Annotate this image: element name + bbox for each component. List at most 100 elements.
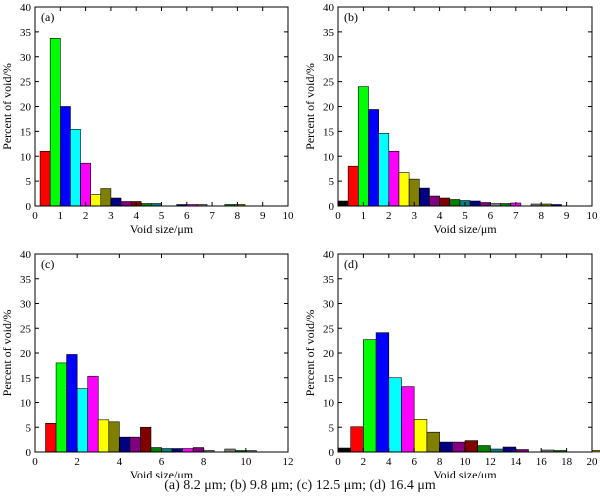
x-tick-label-a-8: 8 [235, 210, 241, 222]
y-tick-label-a-0: 0 [26, 201, 32, 213]
panel-d: 0 5 10 15 20 25 30 35 40 0 2 4 6 8 10 12 14 16 18 20 (d) Void… [303, 249, 600, 478]
y-tick-label-c-15: 15 [20, 373, 32, 385]
bar-c-2 [66, 354, 78, 453]
y-axis-label-d: Percent of void/% [303, 310, 317, 397]
bar-b-3 [368, 109, 379, 207]
y-tick-label-b-20: 20 [323, 102, 335, 114]
bar-d-10 [464, 440, 478, 453]
panel-label-d: (d) [344, 257, 358, 271]
y-tick-label-c-40: 40 [20, 249, 32, 261]
y-tick-label-a-25: 25 [20, 77, 32, 89]
bar-b-5 [388, 150, 400, 207]
panel-b: 0 5 10 15 20 25 30 35 40 0 1 2 3 4 5 6 7 8 9 10 (b) Void size… [303, 2, 598, 236]
y-tick-label-d-0: 0 [329, 447, 335, 459]
x-tick-label-b-10: 10 [587, 210, 599, 222]
bar-a-5 [90, 194, 102, 207]
bar-c-6 [108, 421, 120, 453]
bar-d-4 [388, 377, 402, 453]
bar-c-9 [140, 426, 152, 453]
y-tick-label-a-30: 30 [20, 52, 32, 64]
bar-d-5 [401, 386, 415, 453]
bar-a-0 [39, 150, 51, 207]
panel-c: 0 5 10 15 20 25 30 35 40 0 2 4 6 8 10 12 (c) Void size/μm… [0, 249, 294, 478]
y-tick-label-c-20: 20 [20, 348, 32, 360]
x-tick-label-b-8: 8 [538, 210, 544, 222]
x-tick-label-a-9: 9 [260, 210, 266, 222]
bar-b-8 [418, 187, 430, 207]
x-tick-label-c-2: 2 [74, 456, 80, 468]
x-tick-label-a-7: 7 [209, 210, 215, 222]
y-tick-label-b-15: 15 [323, 126, 335, 138]
x-tick-label-d-4: 4 [386, 456, 392, 468]
y-tick-label-c-0: 0 [26, 447, 32, 459]
y-tick-label-c-5: 5 [26, 422, 32, 434]
x-tick-label-b-2: 2 [386, 210, 392, 222]
y-axis-label-a: Percent of void/% [0, 63, 14, 150]
x-tick-label-c-6: 6 [159, 456, 165, 468]
x-tick-label-d-12: 12 [485, 456, 496, 468]
bar-c-10 [150, 447, 162, 453]
bar-d-6 [413, 419, 428, 453]
y-tick-label-b-30: 30 [323, 52, 335, 64]
panel-label-a: (a) [41, 10, 54, 24]
y-tick-label-c-30: 30 [20, 299, 32, 311]
y-tick-label-c-10: 10 [20, 398, 32, 410]
x-tick-label-a-0: 0 [32, 210, 38, 222]
y-tick-label-c-35: 35 [20, 274, 32, 286]
x-tick-label-b-0: 0 [335, 210, 341, 222]
x-tick-label-d-2: 2 [361, 456, 367, 468]
x-tick-label-d-6: 6 [411, 456, 417, 468]
bar-c-4 [87, 375, 99, 453]
x-axis-label-a: Void size/μm [130, 222, 194, 236]
bar-c-12 [171, 448, 183, 453]
x-tick-label-a-4: 4 [133, 210, 139, 222]
bar-a-2 [59, 106, 71, 207]
y-tick-label-b-35: 35 [323, 27, 335, 39]
panel-a: 0 5 10 15 20 25 30 35 40 0 1 2 3 4 5 6 7 8 9 10 (a) Void size… [0, 2, 294, 236]
y-tick-label-a-20: 20 [20, 102, 32, 114]
x-tick-label-a-10: 10 [283, 210, 295, 222]
x-tick-label-a-1: 1 [58, 210, 64, 222]
bar-b-7 [408, 178, 420, 207]
bar-a-1 [49, 38, 61, 207]
x-tick-label-d-8: 8 [437, 456, 443, 468]
y-tick-label-a-40: 40 [20, 2, 32, 14]
x-tick-label-b-5: 5 [462, 210, 468, 222]
x-tick-label-d-18: 18 [561, 456, 573, 468]
x-tick-label-a-6: 6 [184, 210, 190, 222]
y-tick-label-d-15: 15 [323, 373, 335, 385]
x-tick-label-c-10: 10 [240, 456, 252, 468]
y-tick-label-b-0: 0 [329, 201, 335, 213]
bar-c-1 [55, 362, 67, 453]
y-tick-label-b-10: 10 [323, 151, 335, 163]
bar-c-11 [161, 448, 173, 453]
bar-a-7 [110, 197, 122, 207]
bar-c-3 [76, 388, 89, 453]
bar-b-2 [358, 86, 369, 207]
bar-d-9 [451, 441, 466, 453]
y-tick-label-a-10: 10 [20, 151, 32, 163]
y-tick-label-d-40: 40 [323, 249, 335, 261]
figure-caption: (a) 8.2 μm; (b) 9.8 μm; (c) 12.5 μm; (d)… [164, 478, 436, 493]
x-tick-label-a-5: 5 [159, 210, 165, 222]
y-axis-label-b: Percent of void/% [303, 63, 317, 150]
bar-b-0 [337, 200, 349, 207]
y-tick-label-d-35: 35 [323, 274, 335, 286]
bar-d-2 [363, 339, 377, 453]
bar-c-13 [182, 448, 194, 453]
y-tick-label-b-5: 5 [329, 176, 335, 188]
bar-d-17 [591, 450, 600, 453]
y-tick-label-d-30: 30 [323, 299, 335, 311]
x-tick-label-a-3: 3 [108, 210, 114, 222]
x-tick-label-b-6: 6 [488, 210, 494, 222]
x-axis-label-b: Void size/μm [433, 222, 497, 236]
bar-b-14 [479, 202, 491, 207]
bar-a-6 [100, 188, 112, 207]
y-tick-label-c-25: 25 [20, 323, 32, 335]
bar-c-14 [192, 447, 204, 453]
bar-b-1 [347, 165, 359, 207]
bar-a-4 [80, 162, 91, 207]
x-axis-label-c: Void size/μm [130, 468, 194, 478]
x-tick-label-d-0: 0 [335, 456, 341, 468]
